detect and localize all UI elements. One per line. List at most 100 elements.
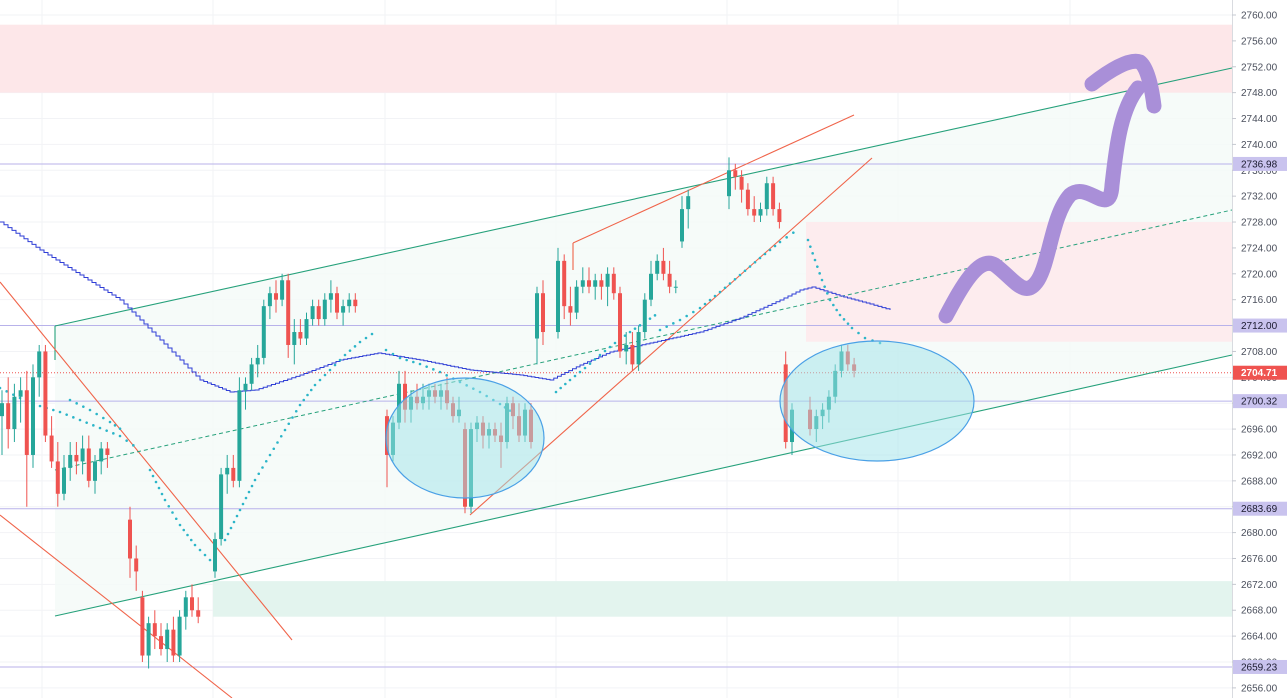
candle-body-up [642,299,647,333]
sar-dot [653,314,657,317]
candle-body-up [146,623,151,656]
sar-dot [438,370,442,374]
tick-label: 2664.00 [1241,632,1278,643]
sar-dot [291,416,294,419]
candle-body-up [225,467,230,475]
tick-label: 2752.00 [1241,62,1278,73]
downtrend-line-2 [0,514,233,698]
sar-dot [313,383,317,387]
sar-dot [208,558,212,562]
candle-body-down [353,299,358,307]
sar-dot [758,256,762,260]
sar-dot [554,390,558,394]
sar-dot [113,424,117,427]
moving-average-line [0,221,891,393]
tick-label: 2696.00 [1241,425,1278,436]
candle-body-up [62,467,66,494]
tick-label: 2744.00 [1241,114,1278,125]
sar-dot [564,382,567,386]
sar-dot [835,308,838,312]
candle-body-up [605,273,610,287]
candle-body-down [568,306,573,313]
sar-dot [685,314,688,318]
sar-dot [826,292,829,295]
tick-label: 2736.00 [1241,166,1278,177]
sar-dot [665,325,668,328]
tick-label: 2760.00 [1241,11,1278,22]
candle-body-down [43,351,48,436]
sar-dot [811,252,814,255]
sar-dot [102,416,105,420]
sar-dot [813,258,817,262]
sar-dot [703,302,707,306]
sar-dot [167,504,171,508]
sar-dot [391,352,395,356]
sar-dot [718,290,722,294]
candle-body-down [24,390,29,455]
candle-body-down [562,260,567,307]
candle-body-down [335,293,339,313]
sar-dot [151,474,155,478]
sar-dot [302,398,306,402]
sar-dot [112,432,115,435]
candle-body-down [55,461,60,494]
candle-body-down [587,280,591,287]
sar-dot [748,265,752,268]
sar-dot [806,238,810,242]
sar-dot [559,386,562,390]
candle-body-up [280,280,285,300]
candle-body-down [6,403,11,430]
candle-body-down [403,383,407,410]
candle-body-down [667,273,672,287]
sar-dot [268,453,272,457]
sar-dot [257,472,261,476]
zones [0,24,1232,617]
downtrend-line-1 [0,281,293,641]
sar-dot [785,236,788,239]
sar-dot [598,353,602,357]
sar-dot [648,317,652,320]
sar-dot [0,386,2,390]
sar-dot [412,360,415,364]
candle-body-up [304,319,309,339]
candle-body-up [328,293,333,300]
candle-body-up [574,286,579,313]
sar-dot [678,318,682,322]
sar-dot [38,404,42,408]
tick-label: 2732.00 [1241,192,1278,203]
candle-body-up [686,196,691,210]
sar-dot [405,358,408,362]
sar-dot [743,269,747,273]
sar-dot [118,434,122,438]
sar-dot [5,390,8,393]
candle-body-down [159,636,163,650]
tick-label: 2720.00 [1241,269,1278,280]
sar-dot [226,532,230,536]
candle-body-up [267,293,272,307]
sar-dot [264,459,268,463]
sar-dot [692,310,695,314]
channel-midline [54,209,1233,471]
candle-body-up [255,357,260,365]
candle-body-up [183,597,188,617]
sar-dot [384,348,388,352]
sar-dot [148,468,152,472]
price-axis[interactable]: 2760.00 2756.00 2752.00 2748.00 2744.00 2740.… [1232,0,1287,698]
highlight-ellipse-1 [385,377,545,499]
sar-dot [261,466,264,469]
candle-body-up [341,306,346,313]
sar-dot [733,277,737,281]
sar-dot [708,298,712,302]
sar-dot [203,553,207,557]
sar-dot [283,428,287,432]
sar-dot [773,244,777,248]
sar-dot [728,282,732,285]
sar-dot [238,508,242,512]
sar-dot [108,420,112,424]
candle-body-down [541,293,545,333]
candle-body-down [611,273,616,294]
sar-dot [823,285,826,288]
sar-dot [186,533,189,537]
tick-label: 2656.00 [1241,683,1278,694]
